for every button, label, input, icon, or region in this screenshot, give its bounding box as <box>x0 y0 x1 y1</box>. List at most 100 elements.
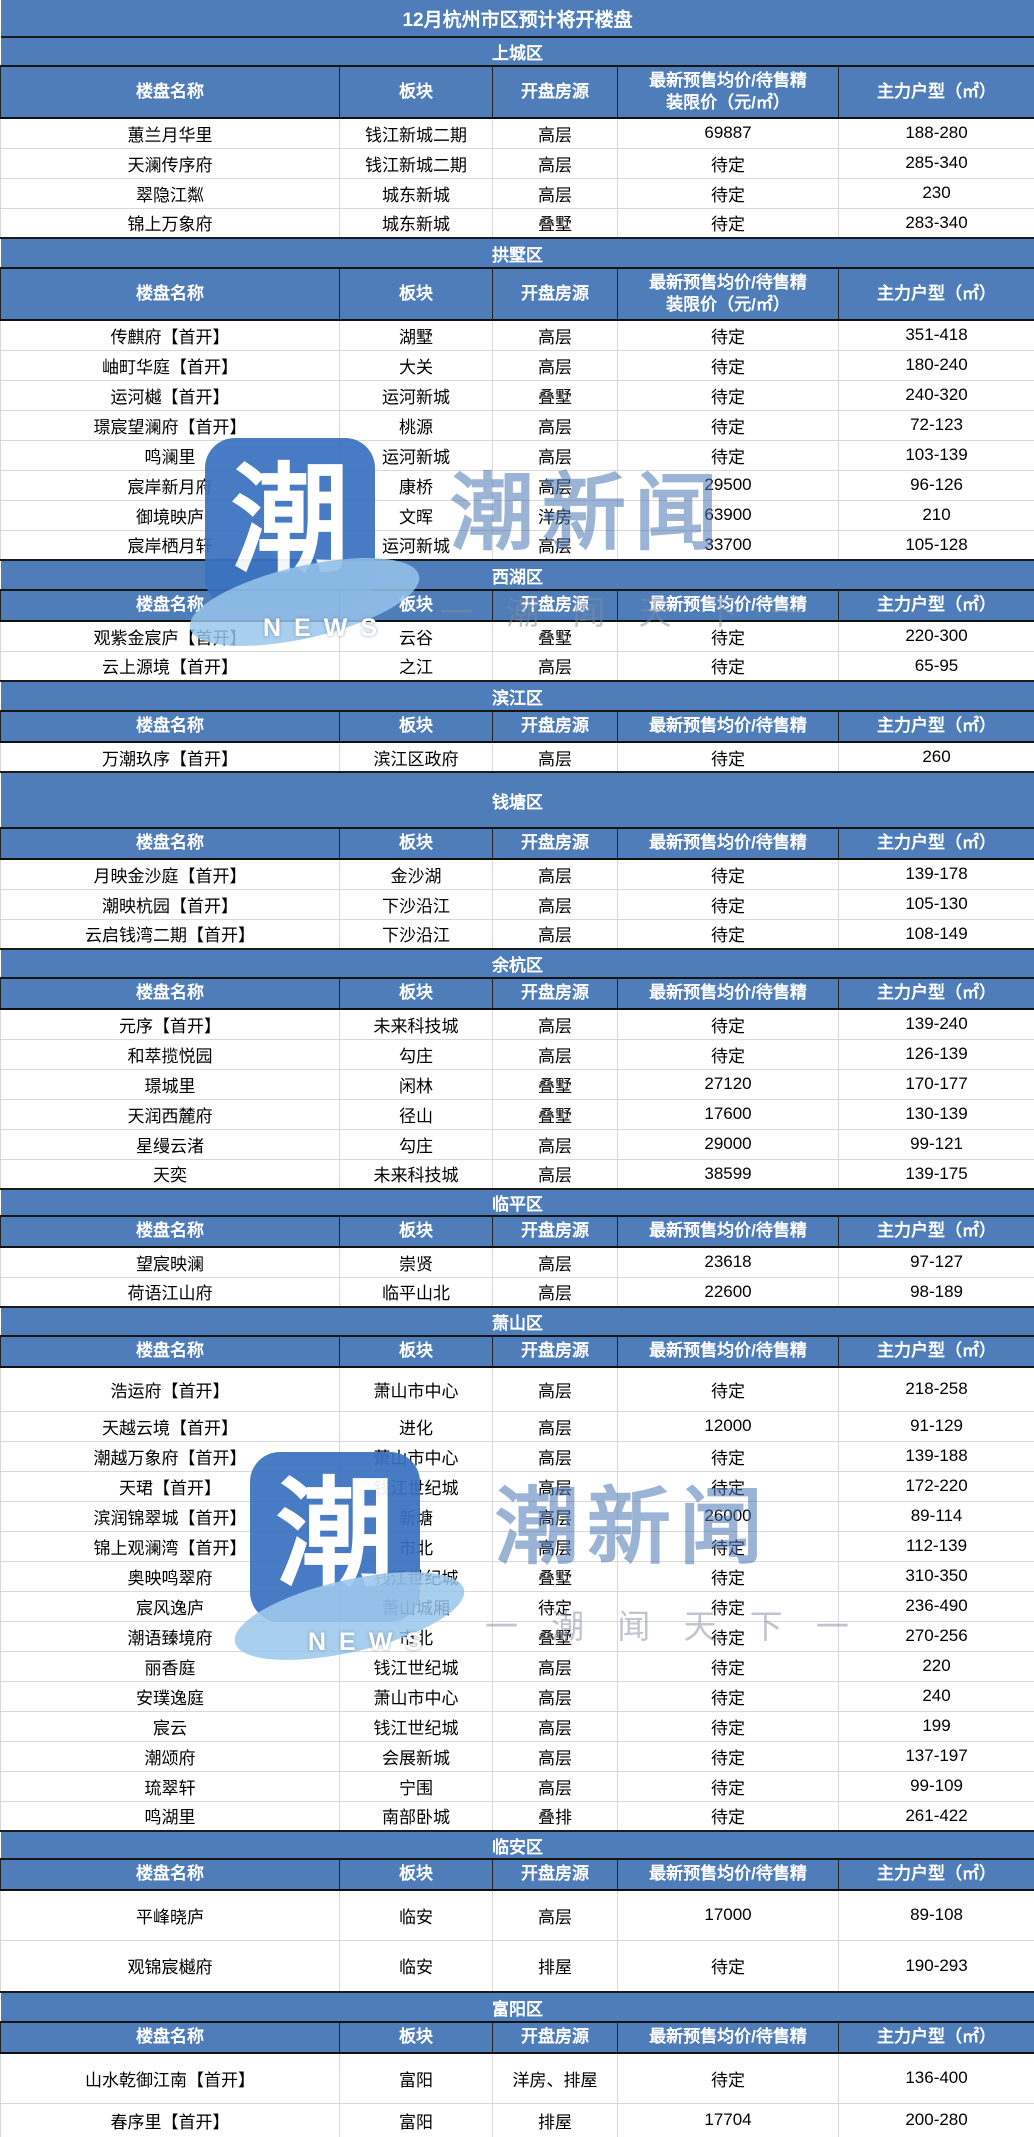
cell-area: 钱江世纪城 <box>339 1710 493 1742</box>
cell-price: 待定 <box>617 319 839 351</box>
cell-price: 17000 <box>617 1889 839 1941</box>
table-row: 潮语臻境府 市北 叠墅 待定 270-256 <box>0 1620 1034 1652</box>
cell-layout: 220-300 <box>837 620 1034 652</box>
table-row: 鸣湖里 南部卧城 叠排 待定 261-422 <box>0 1800 1034 1832</box>
column-header-type: 开盘房源 <box>492 710 618 743</box>
cell-name: 御境映庐 <box>0 499 340 531</box>
cell-layout: 98-189 <box>837 1276 1034 1308</box>
cell-price: 63900 <box>617 499 839 531</box>
column-header-area: 板块 <box>339 710 493 743</box>
table-row: 安璞逸庭 萧山市中心 高层 待定 240 <box>0 1680 1034 1712</box>
column-header-row: 楼盘名称板块开盘房源最新预售均价/待售精装限价（元/㎡）主力户型（㎡） <box>0 267 1034 321</box>
cell-layout: 188-280 <box>837 117 1034 149</box>
cell-area: 市北 <box>339 1530 493 1562</box>
table-row: 传麒府【首开】 湖墅 高层 待定 351-418 <box>0 319 1034 351</box>
cell-layout: 136-400 <box>837 2052 1034 2104</box>
column-header-area: 板块 <box>339 1858 493 1891</box>
cell-type: 高层 <box>492 888 618 920</box>
district-band: 临安区 <box>0 1830 1034 1860</box>
district-band-row: 萧山区 <box>0 1306 1034 1337</box>
cell-name: 鸣澜里 <box>0 439 340 471</box>
column-header-price: 最新预售均价/待售精装限价（元/㎡） <box>617 65 839 119</box>
cell-name: 天越云境【首开】 <box>0 1410 340 1442</box>
cell-area: 闲林 <box>339 1068 493 1100</box>
cell-area: 市北 <box>339 1620 493 1652</box>
price-header-line1: 最新预售均价/待售精 <box>649 1221 807 1241</box>
cell-name: 宸岸栖月轩 <box>0 529 340 561</box>
table-row: 宸岸栖月轩 运河新城 高层 33700 105-128 <box>0 529 1034 561</box>
table-row: 云上源境【首开】 之江 高层 待定 65-95 <box>0 650 1034 682</box>
cell-type: 叠排 <box>492 1800 618 1832</box>
cell-type: 高层 <box>492 1740 618 1772</box>
cell-name: 云启钱湾二期【首开】 <box>0 918 340 950</box>
cell-type: 高层 <box>492 1500 618 1532</box>
cell-price: 待定 <box>617 1710 839 1742</box>
cell-layout: 261-422 <box>837 1800 1034 1832</box>
cell-area: 钱江新城二期 <box>339 117 493 149</box>
table-row: 观锦宸樾府 临安 排屋 待定 190-293 <box>0 1939 1034 1993</box>
page-title: 12月杭州市区预计将开楼盘 <box>0 0 1034 38</box>
table-row: 锦上观澜湾【首开】 市北 高层 待定 112-139 <box>0 1530 1034 1562</box>
cell-price: 17600 <box>617 1098 839 1130</box>
cell-layout: 270-256 <box>837 1620 1034 1652</box>
cell-price: 待定 <box>617 858 839 890</box>
column-header-layout: 主力户型（㎡） <box>837 589 1034 622</box>
cell-price: 69887 <box>617 117 839 149</box>
district-band-row: 临平区 <box>0 1188 1034 1217</box>
column-header-name: 楼盘名称 <box>0 1858 340 1891</box>
cell-name: 月映金沙庭【首开】 <box>0 858 340 890</box>
cell-type: 高层 <box>492 1276 618 1308</box>
cell-type: 高层 <box>492 1889 618 1941</box>
table-row: 天越云境【首开】 进化 高层 12000 91-129 <box>0 1410 1034 1442</box>
cell-name: 天珺【首开】 <box>0 1470 340 1502</box>
district-band: 西湖区 <box>0 559 1034 591</box>
cell-area: 之江 <box>339 650 493 682</box>
price-header-line1: 最新预售均价/待售精 <box>649 2027 807 2047</box>
cell-name: 潮语臻境府 <box>0 1620 340 1652</box>
district-band-row: 滨江区 <box>0 680 1034 712</box>
cell-price: 23618 <box>617 1246 839 1278</box>
cell-price: 待定 <box>617 1939 839 1993</box>
column-header-area: 板块 <box>339 1215 493 1248</box>
cell-name: 潮越万象府【首开】 <box>0 1440 340 1472</box>
cell-area: 径山 <box>339 1098 493 1130</box>
cell-price: 待定 <box>617 1470 839 1502</box>
cell-area: 滨江区政府 <box>339 741 493 773</box>
column-header-type: 开盘房源 <box>492 589 618 622</box>
cell-price: 待定 <box>617 620 839 652</box>
cell-name: 岫町华庭【首开】 <box>0 349 340 381</box>
cell-name: 运河樾【首开】 <box>0 379 340 411</box>
cell-type: 高层 <box>492 858 618 890</box>
cell-name: 宸风逸庐 <box>0 1590 340 1622</box>
cell-type: 叠墅 <box>492 379 618 411</box>
cell-area: 临安 <box>339 1939 493 1993</box>
district-band-row: 拱墅区 <box>0 237 1034 269</box>
table-row: 蕙兰月华里 钱江新城二期 高层 69887 188-280 <box>0 117 1034 149</box>
table-row: 潮颂府 会展新城 高层 待定 137-197 <box>0 1740 1034 1772</box>
cell-name: 云上源境【首开】 <box>0 650 340 682</box>
cell-price: 待定 <box>617 1008 839 1040</box>
cell-layout: 240 <box>837 1680 1034 1712</box>
cell-price: 待定 <box>617 2052 839 2104</box>
column-header-name: 楼盘名称 <box>0 589 340 622</box>
cell-type: 高层 <box>492 1680 618 1712</box>
cell-price: 待定 <box>617 1038 839 1070</box>
cell-name: 鸣湖里 <box>0 1800 340 1832</box>
cell-type: 高层 <box>492 177 618 209</box>
column-header-name: 楼盘名称 <box>0 1215 340 1248</box>
table-row: 宸云 钱江世纪城 高层 待定 199 <box>0 1710 1034 1742</box>
cell-price: 待定 <box>617 741 839 773</box>
district-band-row: 富阳区 <box>0 1991 1034 2023</box>
cell-layout: 105-128 <box>837 529 1034 561</box>
column-header-area: 板块 <box>339 2021 493 2054</box>
cell-type: 高层 <box>492 349 618 381</box>
cell-type: 高层 <box>492 319 618 351</box>
cell-type: 叠墅 <box>492 620 618 652</box>
cell-area: 湖墅 <box>339 319 493 351</box>
cell-price: 待定 <box>617 147 839 179</box>
